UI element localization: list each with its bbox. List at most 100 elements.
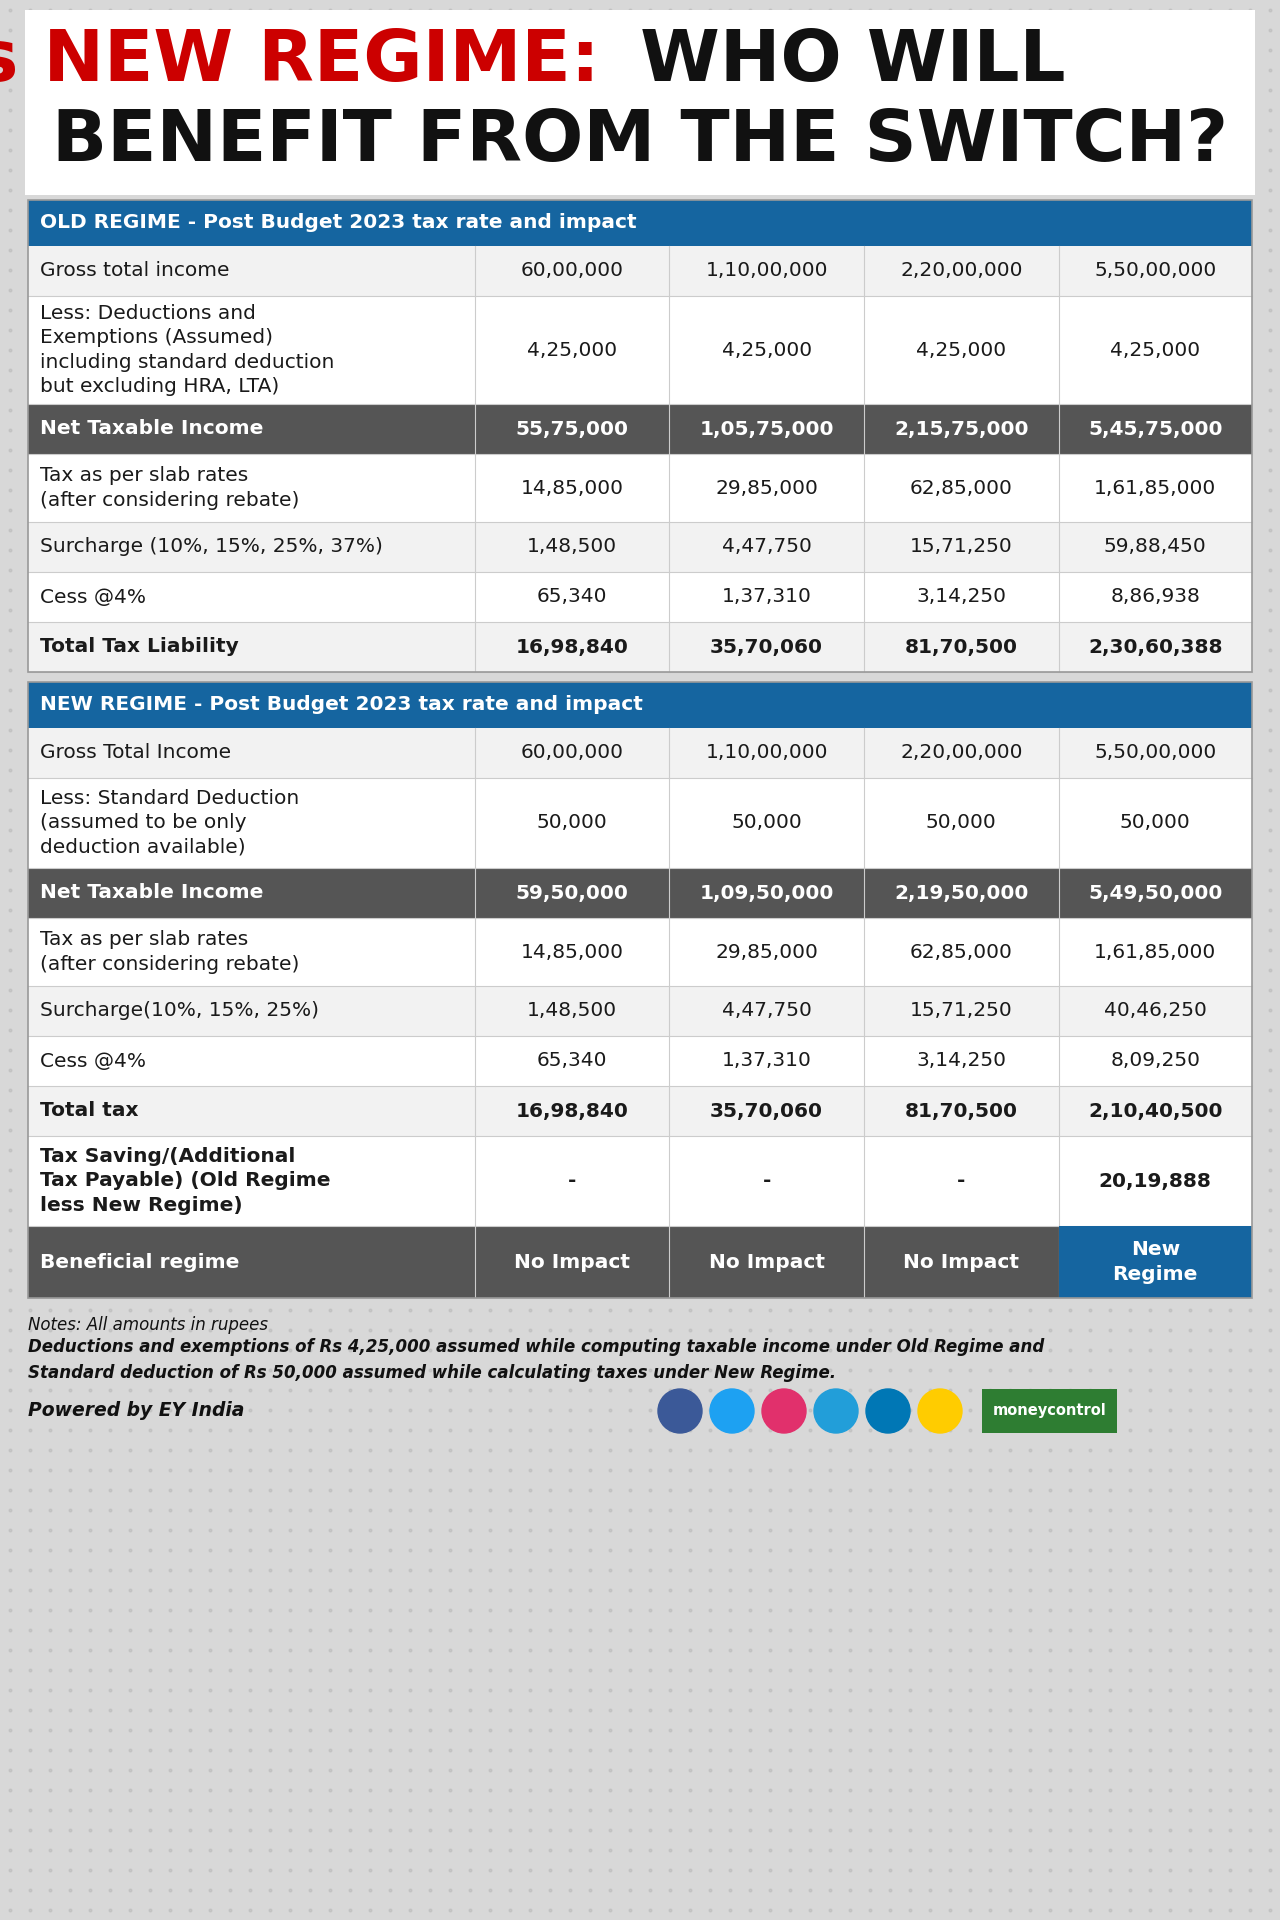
Text: New
Regime: New Regime <box>1112 1240 1198 1284</box>
Text: 60,00,000: 60,00,000 <box>521 261 623 280</box>
Text: 4,47,750: 4,47,750 <box>722 1002 812 1021</box>
Circle shape <box>710 1388 754 1432</box>
Text: Notes: All amounts in rupees: Notes: All amounts in rupees <box>28 1315 268 1334</box>
Bar <box>28 246 1252 296</box>
Text: -: - <box>568 1171 576 1190</box>
Text: 50,000: 50,000 <box>925 814 997 833</box>
Circle shape <box>658 1388 701 1432</box>
Bar <box>28 572 1252 622</box>
Text: Net Taxable Income: Net Taxable Income <box>40 883 264 902</box>
Text: 2,20,00,000: 2,20,00,000 <box>900 261 1023 280</box>
Text: 35,70,060: 35,70,060 <box>710 637 823 657</box>
Text: 2,15,75,000: 2,15,75,000 <box>893 419 1029 438</box>
Text: No Impact: No Impact <box>709 1252 824 1271</box>
Text: 50,000: 50,000 <box>731 814 803 833</box>
Text: 4,25,000: 4,25,000 <box>722 340 812 359</box>
Text: 15,71,250: 15,71,250 <box>910 538 1012 557</box>
Text: 3,14,250: 3,14,250 <box>916 588 1006 607</box>
Text: 1,37,310: 1,37,310 <box>722 1052 812 1071</box>
Bar <box>28 403 1252 453</box>
Text: 5,50,00,000: 5,50,00,000 <box>1094 261 1216 280</box>
Bar <box>28 522 1252 572</box>
Bar <box>28 200 1252 672</box>
Text: 59,50,000: 59,50,000 <box>516 883 628 902</box>
Text: 5,49,50,000: 5,49,50,000 <box>1088 883 1222 902</box>
Bar <box>28 622 1252 672</box>
Text: 8,86,938: 8,86,938 <box>1110 588 1201 607</box>
Text: 1,05,75,000: 1,05,75,000 <box>699 419 835 438</box>
Bar <box>982 1388 1117 1432</box>
Bar <box>28 1087 1252 1137</box>
Text: 2,10,40,500: 2,10,40,500 <box>1088 1102 1222 1121</box>
Text: Beneficial regime: Beneficial regime <box>40 1252 239 1271</box>
Bar <box>1059 1227 1252 1298</box>
Text: Cess @4%: Cess @4% <box>40 1052 146 1071</box>
Text: -: - <box>763 1171 771 1190</box>
Text: 4,25,000: 4,25,000 <box>916 340 1006 359</box>
Text: 1,09,50,000: 1,09,50,000 <box>699 883 833 902</box>
Bar <box>28 728 1252 778</box>
Text: 62,85,000: 62,85,000 <box>910 478 1012 497</box>
Text: 1,10,00,000: 1,10,00,000 <box>705 261 828 280</box>
Text: 8,09,250: 8,09,250 <box>1110 1052 1201 1071</box>
Text: 2,19,50,000: 2,19,50,000 <box>895 883 1029 902</box>
Text: Tax as per slab rates
(after considering rebate): Tax as per slab rates (after considering… <box>40 931 300 973</box>
Text: Gross Total Income: Gross Total Income <box>40 743 232 762</box>
Text: 16,98,840: 16,98,840 <box>516 1102 628 1121</box>
Text: 1,61,85,000: 1,61,85,000 <box>1094 478 1216 497</box>
Text: Deductions and exemptions of Rs 4,25,000 assumed while computing taxable income : Deductions and exemptions of Rs 4,25,000… <box>28 1338 1044 1356</box>
Text: 65,340: 65,340 <box>536 588 607 607</box>
Bar <box>28 918 1252 987</box>
Text: 14,85,000: 14,85,000 <box>521 478 623 497</box>
Text: 16,98,840: 16,98,840 <box>516 637 628 657</box>
Text: Powered by EY India: Powered by EY India <box>28 1402 244 1421</box>
Text: Cess @4%: Cess @4% <box>40 588 146 607</box>
Text: 5,50,00,000: 5,50,00,000 <box>1094 743 1216 762</box>
Text: 40,46,250: 40,46,250 <box>1103 1002 1207 1021</box>
Text: 14,85,000: 14,85,000 <box>521 943 623 962</box>
Text: 1,61,85,000: 1,61,85,000 <box>1094 943 1216 962</box>
Text: 59,88,450: 59,88,450 <box>1103 538 1207 557</box>
Bar <box>28 453 1252 522</box>
Bar <box>28 682 1252 728</box>
Text: 20,19,888: 20,19,888 <box>1098 1171 1212 1190</box>
Text: Total tax: Total tax <box>40 1102 138 1121</box>
Bar <box>28 987 1252 1037</box>
Text: 65,340: 65,340 <box>536 1052 607 1071</box>
Text: 4,25,000: 4,25,000 <box>527 340 617 359</box>
Text: Surcharge(10%, 15%, 25%): Surcharge(10%, 15%, 25%) <box>40 1002 319 1021</box>
Text: 5,45,75,000: 5,45,75,000 <box>1088 419 1222 438</box>
Text: 4,25,000: 4,25,000 <box>1110 340 1201 359</box>
Bar <box>28 200 1252 246</box>
Text: 55,75,000: 55,75,000 <box>516 419 628 438</box>
Text: Gross total income: Gross total income <box>40 261 229 280</box>
Text: BENEFIT FROM THE SWITCH?: BENEFIT FROM THE SWITCH? <box>52 108 1228 177</box>
Bar <box>28 1227 1252 1298</box>
Text: Less: Standard Deduction
(assumed to be only
deduction available): Less: Standard Deduction (assumed to be … <box>40 789 300 856</box>
Text: 29,85,000: 29,85,000 <box>716 478 818 497</box>
Text: OLD REGIME - Post Budget 2023 tax rate and impact: OLD REGIME - Post Budget 2023 tax rate a… <box>40 213 636 232</box>
Bar <box>28 778 1252 868</box>
Text: Standard deduction of Rs 50,000 assumed while calculating taxes under New Regime: Standard deduction of Rs 50,000 assumed … <box>28 1363 836 1382</box>
Text: 50,000: 50,000 <box>1120 814 1190 833</box>
Text: moneycontrol: moneycontrol <box>993 1404 1107 1419</box>
Circle shape <box>867 1388 910 1432</box>
Text: OLD Vs NEW REGIME:: OLD Vs NEW REGIME: <box>0 27 600 96</box>
Text: 15,71,250: 15,71,250 <box>910 1002 1012 1021</box>
Text: WHO WILL: WHO WILL <box>614 27 1065 96</box>
Text: No Impact: No Impact <box>904 1252 1019 1271</box>
Text: 2,20,00,000: 2,20,00,000 <box>900 743 1023 762</box>
Circle shape <box>814 1388 858 1432</box>
Text: Surcharge (10%, 15%, 25%, 37%): Surcharge (10%, 15%, 25%, 37%) <box>40 538 383 557</box>
Text: Net Taxable Income: Net Taxable Income <box>40 419 264 438</box>
Bar <box>28 682 1252 1298</box>
Text: 81,70,500: 81,70,500 <box>905 1102 1018 1121</box>
Bar <box>26 10 1254 196</box>
Bar <box>28 1137 1252 1227</box>
Text: 62,85,000: 62,85,000 <box>910 943 1012 962</box>
Bar <box>28 1037 1252 1087</box>
Text: 4,47,750: 4,47,750 <box>722 538 812 557</box>
Text: 50,000: 50,000 <box>536 814 608 833</box>
Text: Tax as per slab rates
(after considering rebate): Tax as per slab rates (after considering… <box>40 467 300 509</box>
Circle shape <box>918 1388 963 1432</box>
